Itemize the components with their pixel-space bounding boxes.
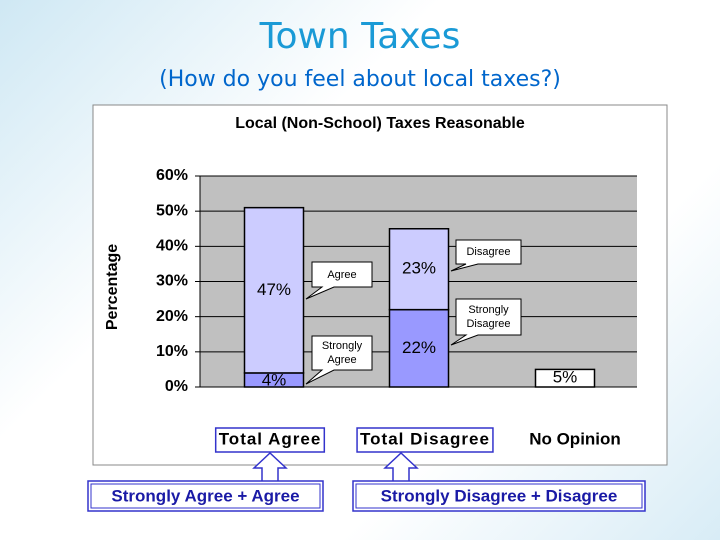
y-tick-label: 50%: [156, 202, 188, 219]
slide-title: Town Taxes: [259, 16, 461, 57]
bar-segment: [243, 206, 305, 374]
y-tick-label: 20%: [156, 308, 188, 325]
callout-text: Strongly Agree: [321, 340, 363, 366]
callout-text: Strongly Disagree: [466, 304, 511, 330]
bar-segment: [534, 368, 596, 388]
x-tick-label: Total Agree: [219, 429, 322, 448]
footer-label: Strongly Disagree + Disagree: [381, 486, 618, 505]
bar-segment: [388, 308, 450, 388]
category-box: [356, 427, 494, 453]
value-label: 47%: [257, 280, 291, 299]
value-label: 4%: [262, 370, 287, 389]
x-tick-label: Total Disagree: [360, 429, 490, 448]
value-label: 23%: [402, 259, 436, 278]
y-tick-label: 0%: [165, 378, 188, 395]
y-tick-label: 30%: [156, 273, 188, 290]
y-tick-label: 40%: [156, 238, 188, 255]
callout-text: Agree: [327, 268, 357, 281]
bar-segment: [388, 228, 450, 311]
footer-label: Strongly Agree + Agree: [111, 486, 299, 505]
footer-box: [87, 480, 324, 512]
value-label: 5%: [553, 368, 578, 387]
callout-shape: [305, 335, 373, 385]
footer-box-inner: [90, 483, 321, 509]
chart-title: Local (Non-School) Taxes Reasonable: [235, 115, 525, 132]
callout-shape: [450, 239, 522, 272]
footer-box: [352, 480, 646, 512]
callout-shape: [450, 298, 522, 346]
y-tick-label: 10%: [156, 343, 188, 360]
y-tick-label: 60%: [156, 167, 188, 184]
callout-shape: [305, 261, 373, 300]
slide-subtitle: (How do you feel about local taxes?): [159, 67, 561, 92]
footer-box-inner: [355, 483, 643, 509]
value-label: 22%: [402, 338, 436, 357]
x-tick-label: No Opinion: [529, 429, 621, 448]
y-axis-label: Percentage: [104, 244, 121, 330]
callout-text: Disagree: [466, 246, 511, 258]
